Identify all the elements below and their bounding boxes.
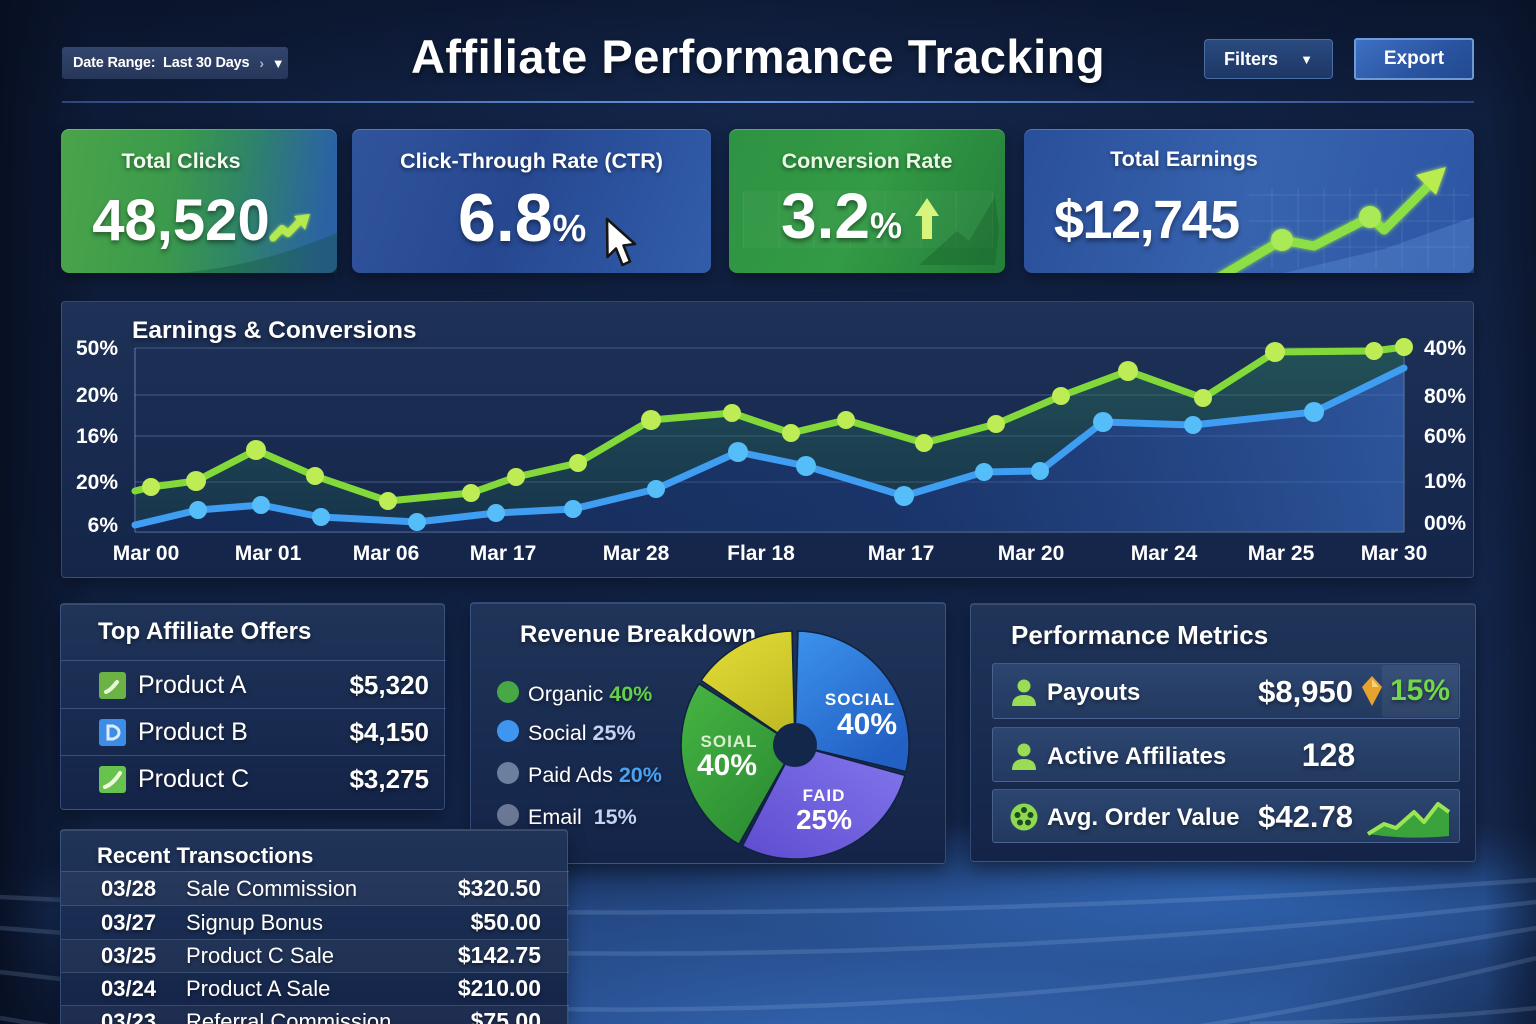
svg-text:Mar 20: Mar 20 <box>998 542 1065 565</box>
svg-text:25%: 25% <box>796 804 852 835</box>
svg-text:40%: 40% <box>837 708 897 741</box>
svg-text:40%: 40% <box>1424 337 1466 360</box>
svg-text:6%: 6% <box>88 514 119 537</box>
svg-text:50%: 50% <box>76 337 118 360</box>
svg-text:FAID: FAID <box>803 786 846 805</box>
svg-text:Mar 24: Mar 24 <box>1131 542 1198 565</box>
svg-text:Mar 01: Mar 01 <box>235 542 302 565</box>
svg-text:Mar 17: Mar 17 <box>868 542 935 565</box>
svg-text:SOIAL: SOIAL <box>701 732 758 751</box>
svg-text:00%: 00% <box>1424 512 1466 535</box>
svg-text:Mar 00: Mar 00 <box>113 542 180 565</box>
svg-text:20%: 20% <box>76 471 118 494</box>
svg-text:Mar 30: Mar 30 <box>1361 542 1428 565</box>
svg-text:Flar 18: Flar 18 <box>727 542 795 565</box>
svg-text:Mar 25: Mar 25 <box>1248 542 1315 565</box>
svg-text:20%: 20% <box>76 384 118 407</box>
svg-text:16%: 16% <box>76 425 118 448</box>
svg-text:Mar 28: Mar 28 <box>603 542 670 565</box>
svg-text:60%: 60% <box>1424 425 1466 448</box>
svg-text:40%: 40% <box>697 749 757 782</box>
svg-text:10%: 10% <box>1424 470 1466 493</box>
svg-text:Mar 17: Mar 17 <box>470 542 537 565</box>
svg-text:80%: 80% <box>1424 385 1466 408</box>
svg-text:Mar 06: Mar 06 <box>353 542 420 565</box>
svg-text:SOCIAL: SOCIAL <box>825 690 895 709</box>
